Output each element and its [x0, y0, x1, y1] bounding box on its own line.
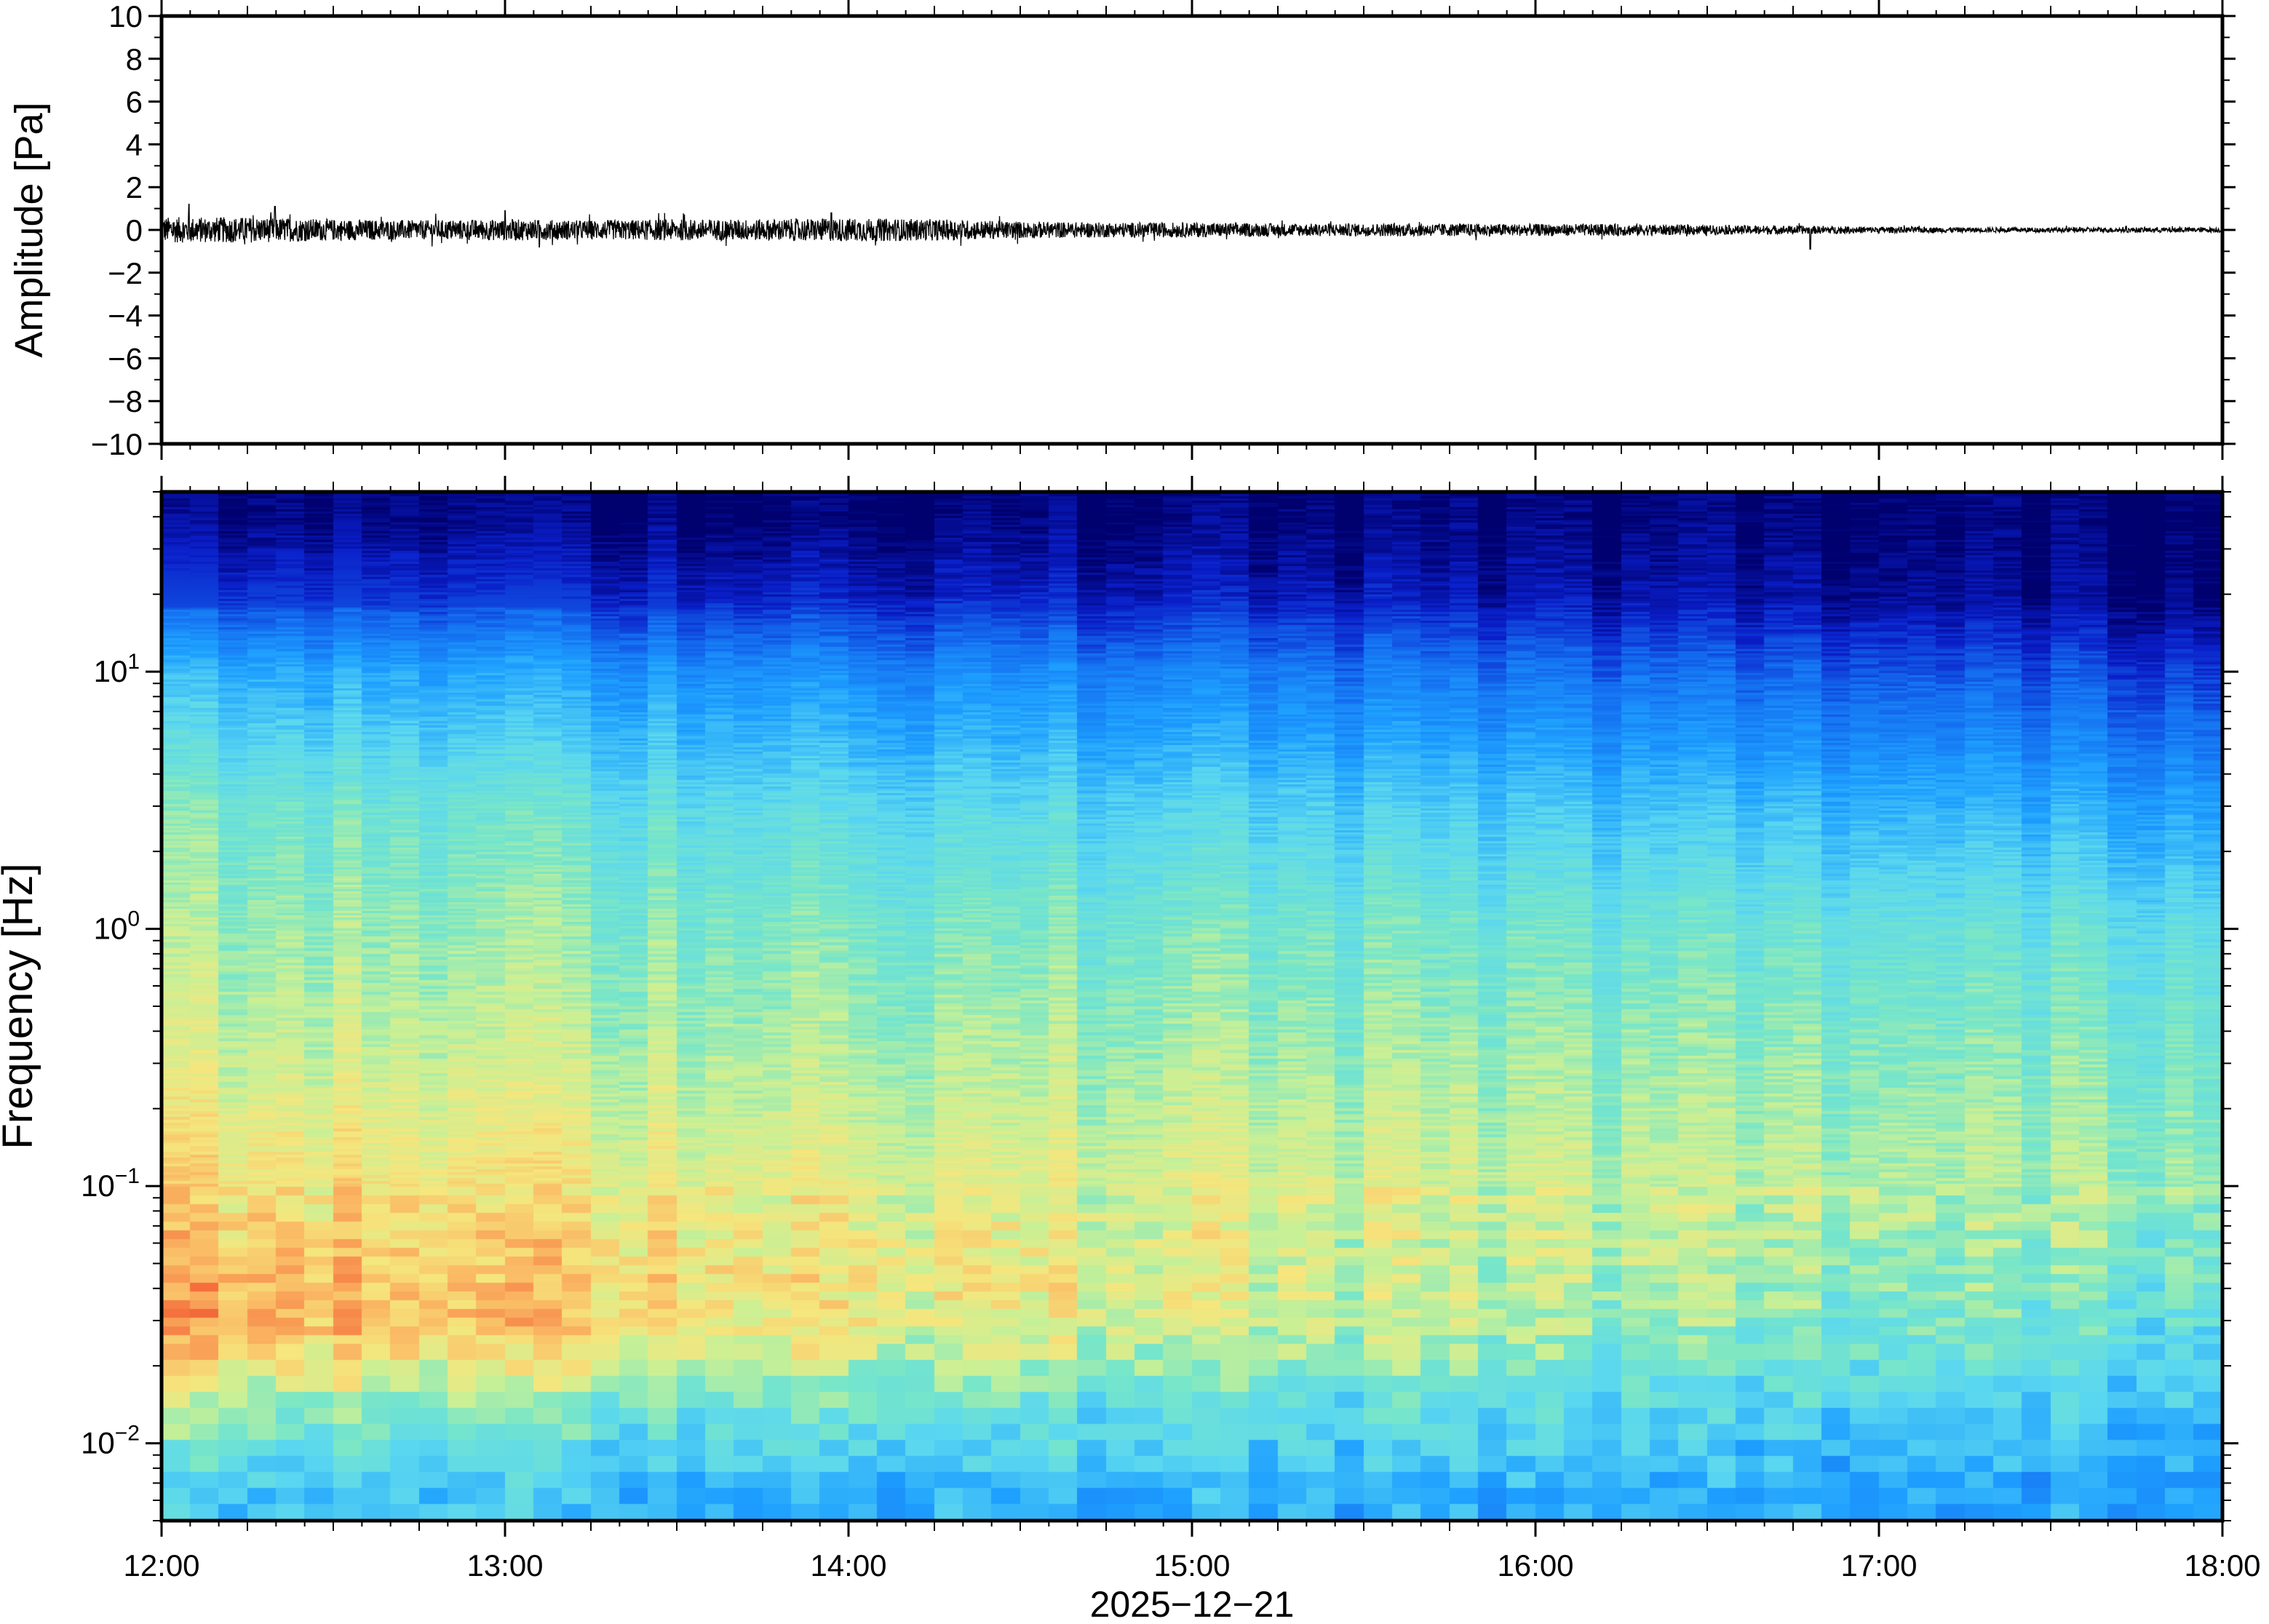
spectrogram-y-axis-label: Frequency [Hz] [0, 863, 41, 1149]
spectrogram-x-tick-label: 14:00 [810, 1548, 886, 1583]
waveform-y-tick-label: −10 [91, 427, 143, 461]
waveform-panel: 10 8 6 4 2 0 −2 −4 −6 −8 −10 Amplitude [Pa] [7, 0, 2236, 461]
waveform-y-tick-label: 8 [126, 42, 143, 76]
spectrogram-y-tick-label: 100 [94, 907, 140, 946]
spectrogram-x-tick-label: 15:00 [1153, 1548, 1230, 1583]
spectrogram-heatmap [162, 492, 2222, 1521]
spectrogram-y-tick-label: 10−2 [81, 1422, 140, 1460]
waveform-y-axis-label: Amplitude [Pa] [7, 102, 51, 357]
waveform-y-tick-label: −2 [108, 256, 143, 290]
waveform-x-ticks [160, 0, 2224, 460]
waveform-y-tick-label: −4 [108, 299, 143, 333]
waveform-y-tick-label: 4 [126, 127, 143, 162]
spectrogram-x-tick-label: 16:00 [1497, 1548, 1573, 1583]
waveform-y-tick-label: −8 [108, 384, 143, 418]
spectrogram-x-tick-label: 13:00 [466, 1548, 543, 1583]
spectrogram-x-tick-label: 12:00 [123, 1548, 199, 1583]
spectrogram-x-tick-label: 17:00 [1840, 1548, 1917, 1583]
waveform-y-ticks: 10 8 6 4 2 0 −2 −4 −6 −8 −10 [91, 0, 2236, 461]
waveform-y-tick-label: 6 [126, 85, 143, 119]
spectrogram-y-tick-label: 10−1 [81, 1164, 140, 1203]
spectrogram-y-tick-label: 101 [94, 650, 140, 688]
waveform-y-tick-label: 2 [126, 170, 143, 204]
spectrogram-panel: 101 100 10−1 10−2 12:00 13:00 14:00 15:00 16:00… [0, 476, 2261, 1624]
waveform-y-tick-label: −6 [108, 341, 143, 375]
waveform-y-tick-label: 10 [108, 0, 143, 33]
spectrogram-y-ticks: 101 100 10−1 10−2 [81, 491, 2238, 1521]
spectrogram-x-axis-label: 2025−12−21 [1090, 1584, 1295, 1624]
waveform-trace [161, 204, 2223, 250]
spectrogram-x-ticks: 12:00 13:00 14:00 15:00 16:00 17:00 18:00 [123, 476, 2261, 1583]
spectrogram-x-tick-label: 18:00 [2184, 1548, 2260, 1583]
waveform-y-tick-label: 0 [126, 213, 143, 247]
